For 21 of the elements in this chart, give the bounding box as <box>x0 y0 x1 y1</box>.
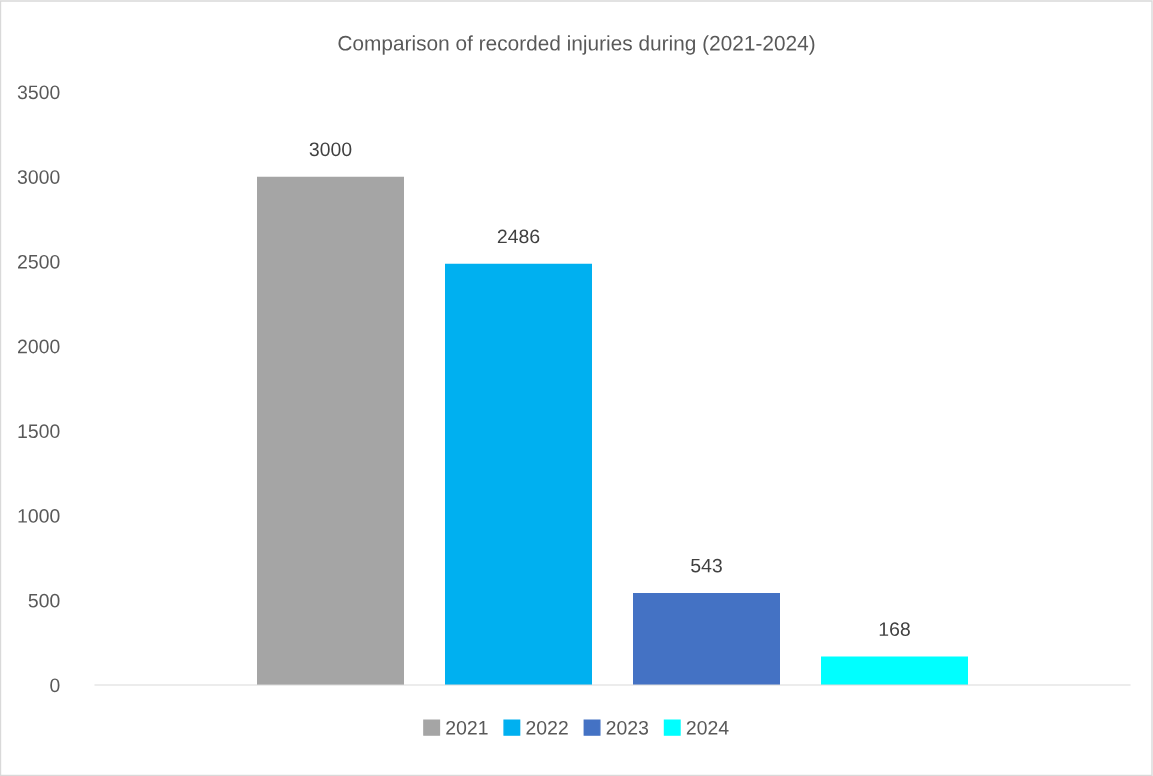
chart-title: Comparison of recorded injuries during (2021-2024) <box>338 35 815 55</box>
data-label: 543 <box>691 558 722 573</box>
bar <box>445 263 592 685</box>
bar <box>257 176 404 685</box>
legend-label: 2023 <box>606 720 649 735</box>
y-tick-label: 2500 <box>18 254 60 269</box>
legend-label: 2024 <box>686 720 729 735</box>
y-tick-label: 0 <box>50 678 60 693</box>
y-tick-label: 2000 <box>18 339 60 354</box>
data-label: 168 <box>879 622 910 637</box>
legend-label: 2021 <box>446 720 488 735</box>
y-tick-label: 3500 <box>17 85 60 100</box>
bar <box>821 656 968 685</box>
bar <box>633 593 780 685</box>
y-tick-label: 1000 <box>18 509 60 523</box>
legend-label: 2022 <box>526 720 568 735</box>
data-label: 2486 <box>497 229 540 244</box>
y-tick-label: 3000 <box>17 170 60 184</box>
y-tick-label: 500 <box>28 593 60 608</box>
y-tick-label: 1500 <box>18 424 60 439</box>
data-label: 3000 <box>309 142 352 157</box>
